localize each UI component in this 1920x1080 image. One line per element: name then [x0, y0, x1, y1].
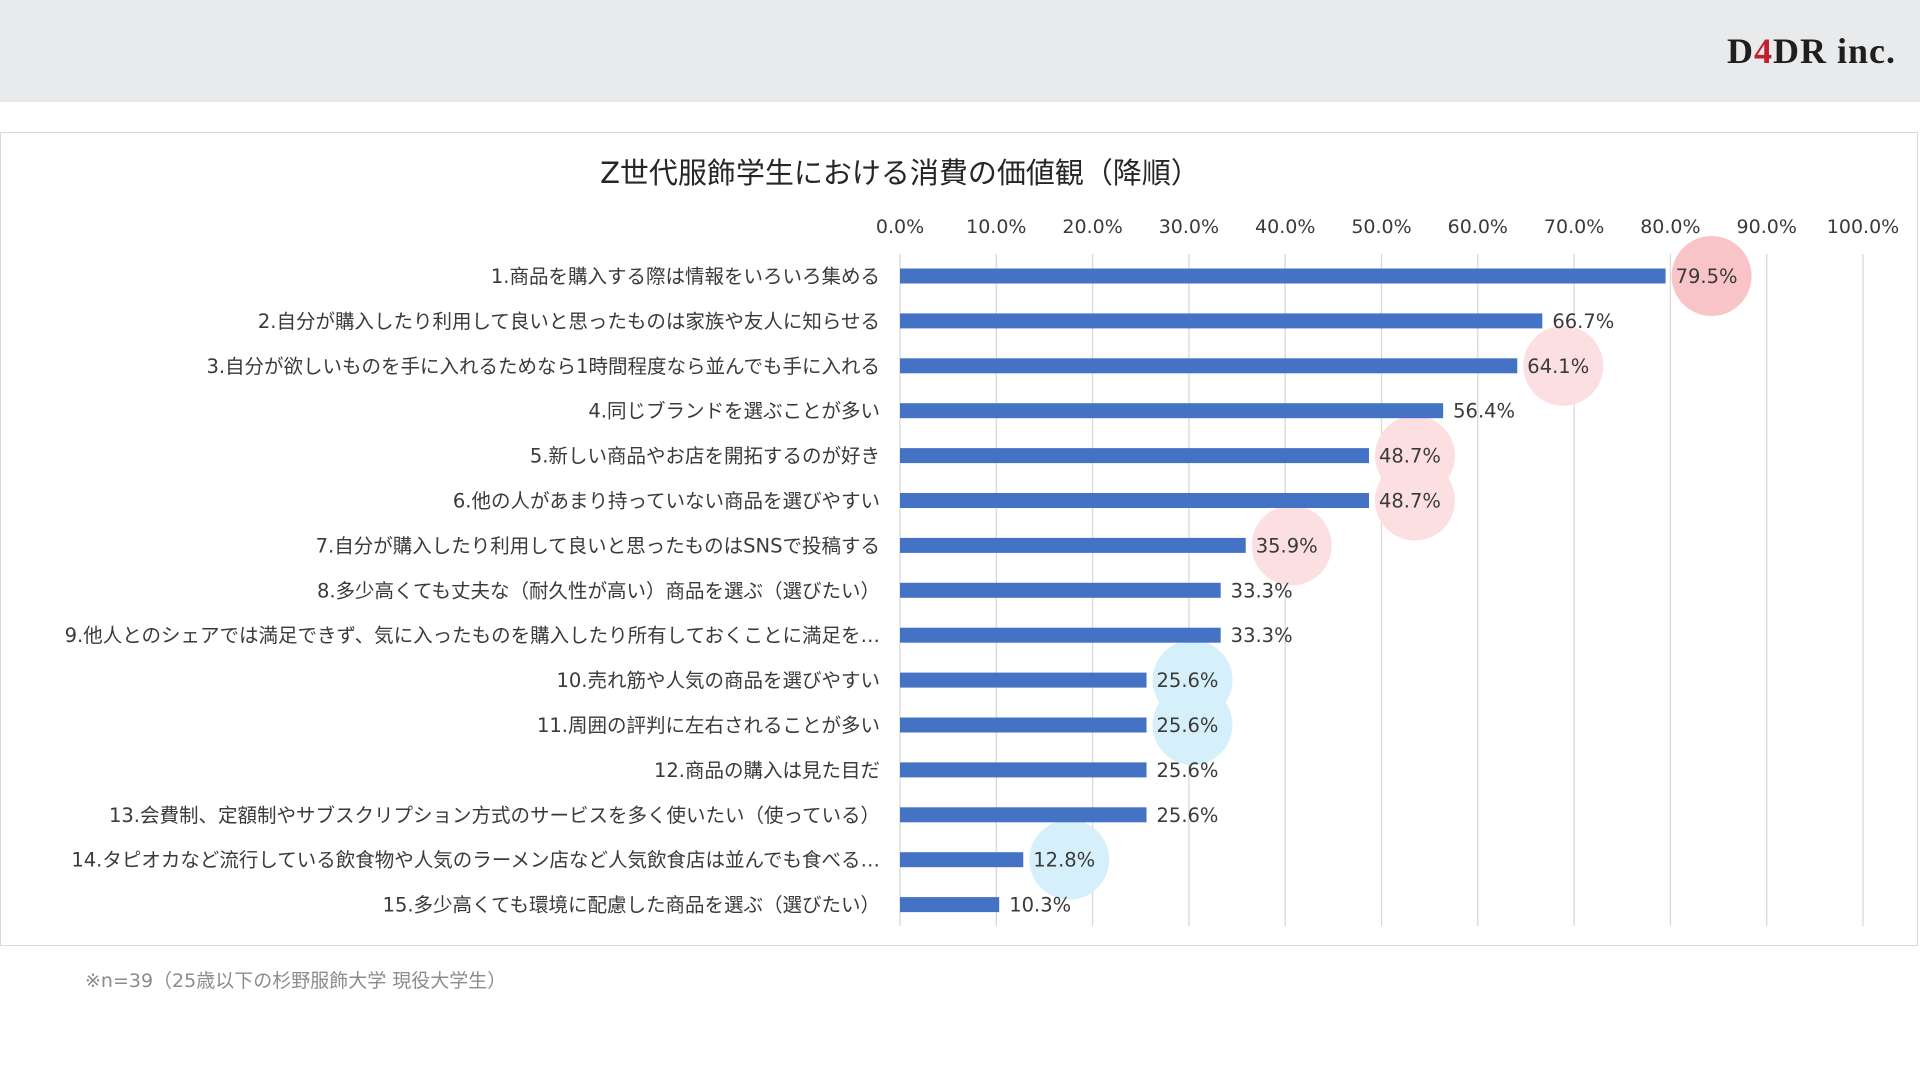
bar: [900, 537, 1246, 553]
bar: [900, 448, 1369, 464]
data-label: 25.6%: [1157, 759, 1219, 782]
category-label: 15.多少高くても環境に配慮した商品を選ぶ（選びたい）: [383, 894, 880, 917]
bar: [900, 582, 1221, 598]
data-label: 33.3%: [1231, 579, 1293, 602]
data-label: 79.5%: [1676, 265, 1738, 288]
header-band: [0, 0, 1920, 102]
bar: [900, 897, 1000, 913]
x-tick-label: 20.0%: [1062, 216, 1122, 238]
category-label: 8.多少高くても丈夫な（耐久性が高い）商品を選ぶ（選びたい）: [317, 579, 880, 602]
logo-four: 4: [1754, 31, 1773, 71]
bar: [900, 807, 1147, 823]
data-label: 64.1%: [1527, 355, 1589, 378]
data-label: 25.6%: [1157, 804, 1219, 827]
data-label: 25.6%: [1157, 669, 1219, 692]
category-label: 9.他人とのシェアでは満足できず、気に入ったものを購入したり所有しておくことに満…: [65, 624, 880, 647]
data-label: 56.4%: [1453, 400, 1515, 423]
category-label: 5.新しい商品やお店を開拓するのが好き: [530, 445, 880, 468]
highlight-circle: [1251, 505, 1332, 586]
bar: [900, 313, 1543, 329]
bar: [900, 493, 1369, 508]
bar: [900, 268, 1666, 284]
data-label: 66.7%: [1552, 310, 1614, 333]
bar: [900, 403, 1444, 419]
highlight-circle: [1523, 325, 1604, 406]
footnote: ※n=39（25歳以下の杉野服飾大学 現役大学生）: [85, 970, 507, 992]
data-label: 33.3%: [1231, 624, 1293, 647]
logo-d: D: [1727, 31, 1754, 71]
logo-rest: DR inc.: [1773, 31, 1896, 71]
highlight-circle: [1152, 685, 1233, 765]
x-tick-label: 60.0%: [1448, 216, 1508, 238]
category-label: 14.タピオカなど流行している飲食物や人気のラーメン店など人気飲食店は並んでも食…: [71, 849, 880, 872]
category-label: 7.自分が購入したり利用して良いと思ったものはSNSで投稿する: [316, 534, 880, 557]
chart-title: Z世代服飾学生における消費の価値観（降順）: [600, 156, 1200, 190]
company-logo: D4DR inc.: [1727, 30, 1896, 72]
category-label: 6.他の人があまり持っていない商品を選びやすい: [453, 490, 880, 513]
category-label: 10.売れ筋や人気の商品を選びやすい: [556, 669, 880, 692]
category-label: 3.自分が欲しいものを手に入れるためなら1時間程度なら並んでも手に入れる: [206, 355, 880, 378]
x-tick-label: 40.0%: [1255, 216, 1315, 238]
x-tick-label: 70.0%: [1544, 216, 1604, 238]
category-label: 1.商品を購入する際は情報をいろいろ集める: [491, 265, 880, 288]
highlight-circle: [1374, 460, 1455, 541]
category-label: 4.同じブランドを選ぶことが多い: [588, 400, 880, 423]
highlight-circle: [1671, 236, 1752, 316]
bar: [900, 852, 1024, 868]
highlight-circle: [1029, 819, 1110, 900]
x-tick-label: 90.0%: [1737, 216, 1797, 238]
x-tick-label: 100.0%: [1827, 216, 1899, 238]
data-label: 10.3%: [1009, 894, 1071, 917]
data-label: 35.9%: [1256, 534, 1318, 557]
bar: [900, 762, 1147, 778]
x-tick-label: 50.0%: [1351, 216, 1411, 238]
data-label: 12.8%: [1033, 849, 1095, 872]
x-tick-label: 0.0%: [876, 216, 924, 238]
category-label: 2.自分が購入したり利用して良いと思ったものは家族や友人に知らせる: [258, 310, 880, 333]
data-label: 48.7%: [1379, 445, 1441, 468]
data-label: 25.6%: [1157, 714, 1219, 737]
category-label: 11.周囲の評判に左右されることが多い: [537, 714, 880, 737]
x-tick-label: 10.0%: [966, 216, 1026, 238]
bar: [900, 672, 1147, 688]
bar: [900, 627, 1221, 643]
x-tick-label: 30.0%: [1159, 216, 1219, 238]
category-label: 13.会費制、定額制やサブスクリプション方式のサービスを多く使いたい（使っている…: [109, 804, 880, 827]
bar: [900, 717, 1147, 733]
x-tick-label: 80.0%: [1640, 216, 1700, 238]
category-label: 12.商品の購入は見た目だ: [654, 759, 880, 782]
data-label: 48.7%: [1379, 490, 1441, 513]
bar: [900, 358, 1518, 374]
